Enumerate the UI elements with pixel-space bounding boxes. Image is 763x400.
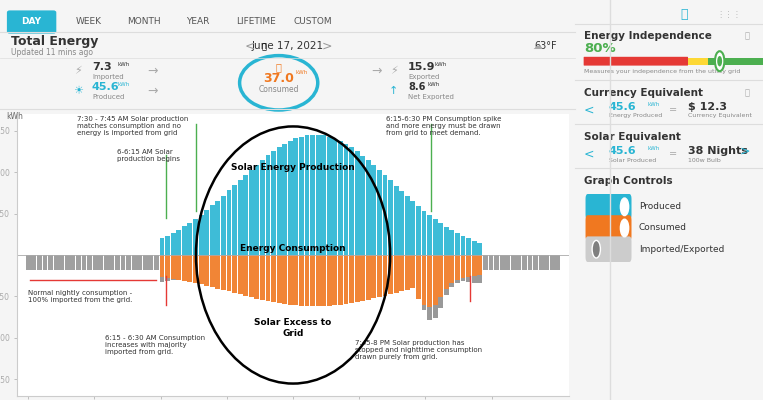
Text: ⋮⋮⋮: ⋮⋮⋮ — [716, 10, 742, 18]
Text: ☀: ☀ — [72, 86, 82, 96]
Text: June 17, 2021: June 17, 2021 — [251, 41, 324, 51]
Text: 7.3: 7.3 — [92, 62, 111, 72]
Text: Imported/Exported: Imported/Exported — [639, 245, 724, 254]
Text: 45.6: 45.6 — [609, 102, 636, 112]
Text: LIFETIME: LIFETIME — [236, 18, 275, 26]
Text: 38 Nights: 38 Nights — [687, 146, 748, 156]
Text: CUSTOM: CUSTOM — [294, 18, 333, 26]
Text: 100w Bulb: 100w Bulb — [687, 158, 720, 162]
Text: Produced: Produced — [639, 202, 681, 211]
Text: Produced: Produced — [92, 94, 124, 100]
Text: ⓘ: ⓘ — [745, 88, 750, 97]
FancyBboxPatch shape — [585, 215, 632, 241]
Text: kWh: kWh — [427, 82, 439, 86]
Text: Currency Equivalent: Currency Equivalent — [687, 114, 752, 118]
Text: WEEK: WEEK — [76, 18, 102, 26]
Text: >: > — [739, 145, 750, 158]
Text: 🏠: 🏠 — [275, 62, 282, 72]
Text: Consumed: Consumed — [639, 224, 687, 232]
Text: kWh: kWh — [647, 146, 659, 150]
Text: →: → — [371, 64, 382, 77]
Text: <: < — [584, 148, 594, 161]
Text: 37.0: 37.0 — [263, 72, 294, 85]
FancyBboxPatch shape — [585, 194, 632, 220]
Text: MONTH: MONTH — [127, 18, 160, 26]
Text: 15.9: 15.9 — [408, 62, 436, 72]
FancyBboxPatch shape — [7, 10, 56, 34]
Text: Graph Controls: Graph Controls — [584, 176, 673, 186]
Circle shape — [620, 219, 629, 237]
Text: <: < — [245, 40, 255, 53]
Text: Solar Produced: Solar Produced — [609, 158, 655, 162]
Text: 45.6: 45.6 — [609, 146, 636, 156]
Text: ↑: ↑ — [389, 86, 398, 96]
Text: Currency Equivalent: Currency Equivalent — [584, 88, 703, 98]
Text: Solar Equivalent: Solar Equivalent — [584, 132, 681, 142]
Circle shape — [620, 198, 629, 216]
Text: Energy Produced: Energy Produced — [609, 114, 662, 118]
Text: 📅: 📅 — [261, 42, 266, 51]
Text: Total Energy: Total Energy — [11, 35, 99, 48]
Text: =: = — [668, 106, 677, 116]
Text: YEAR: YEAR — [186, 18, 210, 26]
Text: Imported: Imported — [92, 74, 124, 80]
Text: kWh: kWh — [296, 70, 308, 75]
Circle shape — [717, 56, 722, 66]
FancyBboxPatch shape — [708, 58, 763, 65]
Text: =: = — [668, 150, 677, 159]
Text: 📊: 📊 — [680, 8, 687, 20]
Text: <: < — [584, 104, 594, 117]
Text: kWh: kWh — [647, 102, 659, 106]
Text: kWh: kWh — [434, 62, 446, 66]
Text: ⚡: ⚡ — [74, 66, 82, 76]
Text: 80%: 80% — [584, 42, 616, 55]
Text: Updated 11 mins ago: Updated 11 mins ago — [11, 48, 94, 57]
Text: ⚡: ⚡ — [390, 66, 398, 76]
FancyBboxPatch shape — [585, 236, 632, 262]
Text: 63°F: 63°F — [535, 41, 557, 51]
Circle shape — [592, 240, 600, 258]
Text: >: > — [321, 40, 332, 53]
Text: 8.6: 8.6 — [408, 82, 425, 92]
Text: $ 12.3: $ 12.3 — [687, 102, 726, 112]
Text: Net Exported: Net Exported — [408, 94, 454, 100]
FancyBboxPatch shape — [687, 58, 708, 65]
Text: kWh: kWh — [118, 62, 130, 66]
Text: Measures your independence from the utility grid: Measures your independence from the util… — [584, 70, 740, 74]
Text: ⓘ: ⓘ — [745, 32, 750, 40]
Text: →: → — [147, 84, 157, 97]
Text: 45.6: 45.6 — [92, 82, 120, 92]
Text: Energy Independence: Energy Independence — [584, 31, 712, 41]
Text: ☁: ☁ — [533, 41, 542, 51]
Circle shape — [715, 51, 724, 71]
Text: DAY: DAY — [21, 18, 42, 26]
FancyBboxPatch shape — [584, 57, 688, 66]
Text: kWh: kWh — [118, 82, 130, 86]
Text: →: → — [147, 64, 157, 77]
Text: Consumed: Consumed — [259, 85, 299, 94]
Text: Exported: Exported — [408, 74, 439, 80]
